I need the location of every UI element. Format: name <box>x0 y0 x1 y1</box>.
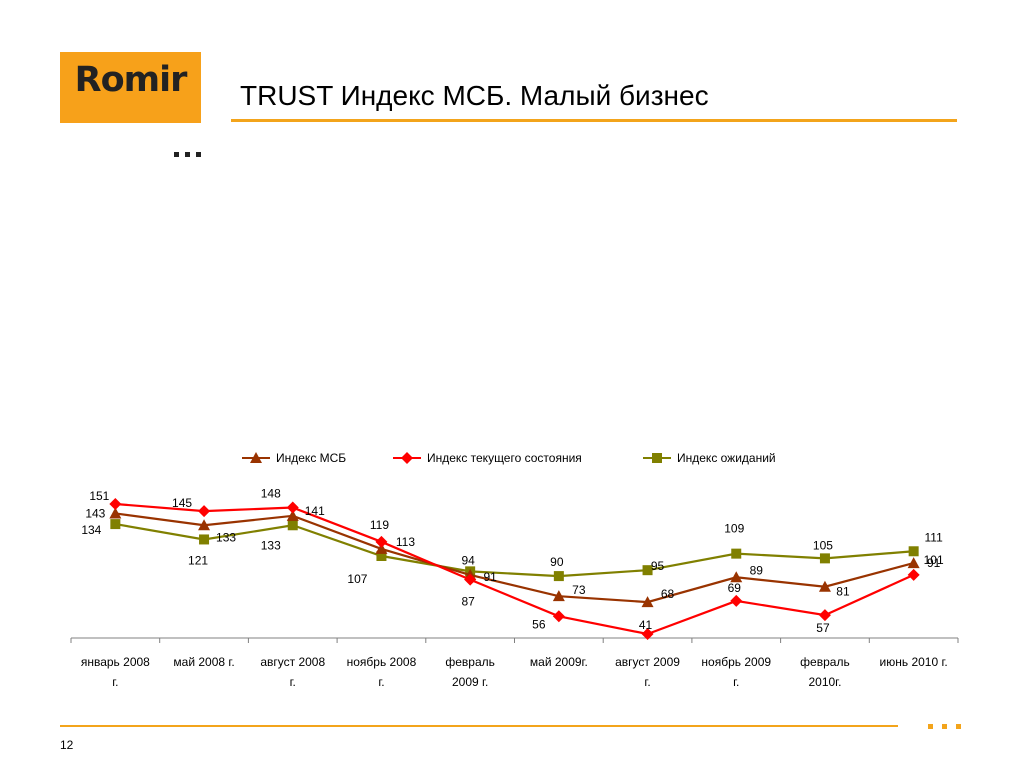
data-point <box>376 551 387 561</box>
data-point <box>731 548 742 559</box>
data-label: 41 <box>639 618 653 632</box>
x-tick-label: 2009 г. <box>452 675 488 689</box>
data-point <box>730 594 743 607</box>
data-point <box>818 609 831 622</box>
x-tick-label: февраль <box>445 655 495 669</box>
data-point <box>907 557 920 569</box>
data-label: 81 <box>836 585 850 599</box>
data-label: 143 <box>85 506 105 520</box>
x-tick-label: 2010г. <box>808 675 841 689</box>
data-label: 105 <box>813 538 833 552</box>
legend-marker <box>401 452 413 464</box>
legend-marker <box>652 453 662 463</box>
data-label: 95 <box>651 559 665 573</box>
data-point <box>552 590 565 602</box>
data-label: 91 <box>927 556 941 570</box>
data-label: 56 <box>532 617 546 631</box>
data-label: 94 <box>461 553 475 567</box>
data-label: 121 <box>188 553 208 567</box>
data-label: 148 <box>261 487 281 501</box>
data-point <box>907 568 920 581</box>
romir-logo: Romir <box>60 52 201 157</box>
x-tick-label: г. <box>733 675 739 689</box>
data-point <box>286 509 299 521</box>
x-tick-label: май 2009г. <box>530 655 588 669</box>
data-label: 141 <box>305 504 325 518</box>
data-label: 101 <box>924 553 944 567</box>
title-divider <box>231 119 957 122</box>
data-label: 90 <box>550 555 564 569</box>
x-tick-label: ноябрь 2009 <box>701 655 771 669</box>
x-tick-label: г. <box>644 675 650 689</box>
data-label: 111 <box>925 530 944 544</box>
data-point <box>110 519 121 530</box>
data-label: 69 <box>728 581 742 595</box>
series-line <box>115 523 914 578</box>
legend-label: Индекс МСБ <box>276 451 346 465</box>
page-number: 12 <box>60 738 74 752</box>
data-point <box>287 520 298 531</box>
data-label: 151 <box>89 489 109 503</box>
data-point <box>819 553 830 564</box>
x-tick-label: г. <box>290 675 296 689</box>
data-point <box>641 628 654 640</box>
data-point <box>908 546 919 557</box>
data-point <box>464 573 477 586</box>
x-tick-label: г. <box>378 675 384 689</box>
data-point <box>286 501 299 514</box>
data-label: 57 <box>816 621 830 635</box>
series-line <box>115 512 914 604</box>
data-label: 145 <box>172 496 192 510</box>
legend-label: Индекс ожиданий <box>677 451 776 465</box>
x-tick-label: июнь 2010 г. <box>880 655 948 669</box>
data-label: 89 <box>750 563 764 577</box>
data-point <box>375 542 388 554</box>
data-point <box>199 534 210 545</box>
legend-marker <box>250 452 262 463</box>
data-point <box>109 507 122 519</box>
data-point <box>198 505 211 518</box>
data-label: 107 <box>347 572 367 586</box>
data-point <box>553 571 564 582</box>
slide-title: TRUST Индекс МСБ. Малый бизнес <box>240 80 709 111</box>
x-tick-label: август 2009 <box>615 655 680 669</box>
data-label: 113 <box>396 535 415 549</box>
data-label: 133 <box>261 538 281 552</box>
x-tick-label: февраль <box>800 655 850 669</box>
logo-text: Romir <box>74 60 188 100</box>
data-label: 109 <box>724 522 744 536</box>
data-point <box>642 565 653 576</box>
x-tick-label: г. <box>112 675 118 689</box>
x-tick-label: май 2008 г. <box>173 655 234 669</box>
data-point <box>552 610 565 623</box>
data-label: 73 <box>572 583 586 597</box>
data-label: 134 <box>81 523 101 537</box>
data-label: 87 <box>461 595 475 609</box>
series-line <box>115 502 915 636</box>
data-label: 119 <box>370 518 389 532</box>
footer-divider <box>60 725 898 727</box>
data-point <box>198 519 211 531</box>
data-point <box>730 571 743 583</box>
data-label: 91 <box>483 570 497 584</box>
x-tick-label: ноябрь 2008 <box>347 655 417 669</box>
legend-label: Индекс текущего состояния <box>427 451 582 465</box>
data-label: 68 <box>661 587 675 601</box>
x-tick-label: август 2008 <box>260 655 325 669</box>
data-point <box>375 535 388 548</box>
data-point <box>641 596 654 608</box>
data-point <box>109 498 122 510</box>
x-tick-label: январь 2008 <box>81 655 150 669</box>
data-point <box>818 580 831 592</box>
data-label: 133 <box>216 530 236 544</box>
